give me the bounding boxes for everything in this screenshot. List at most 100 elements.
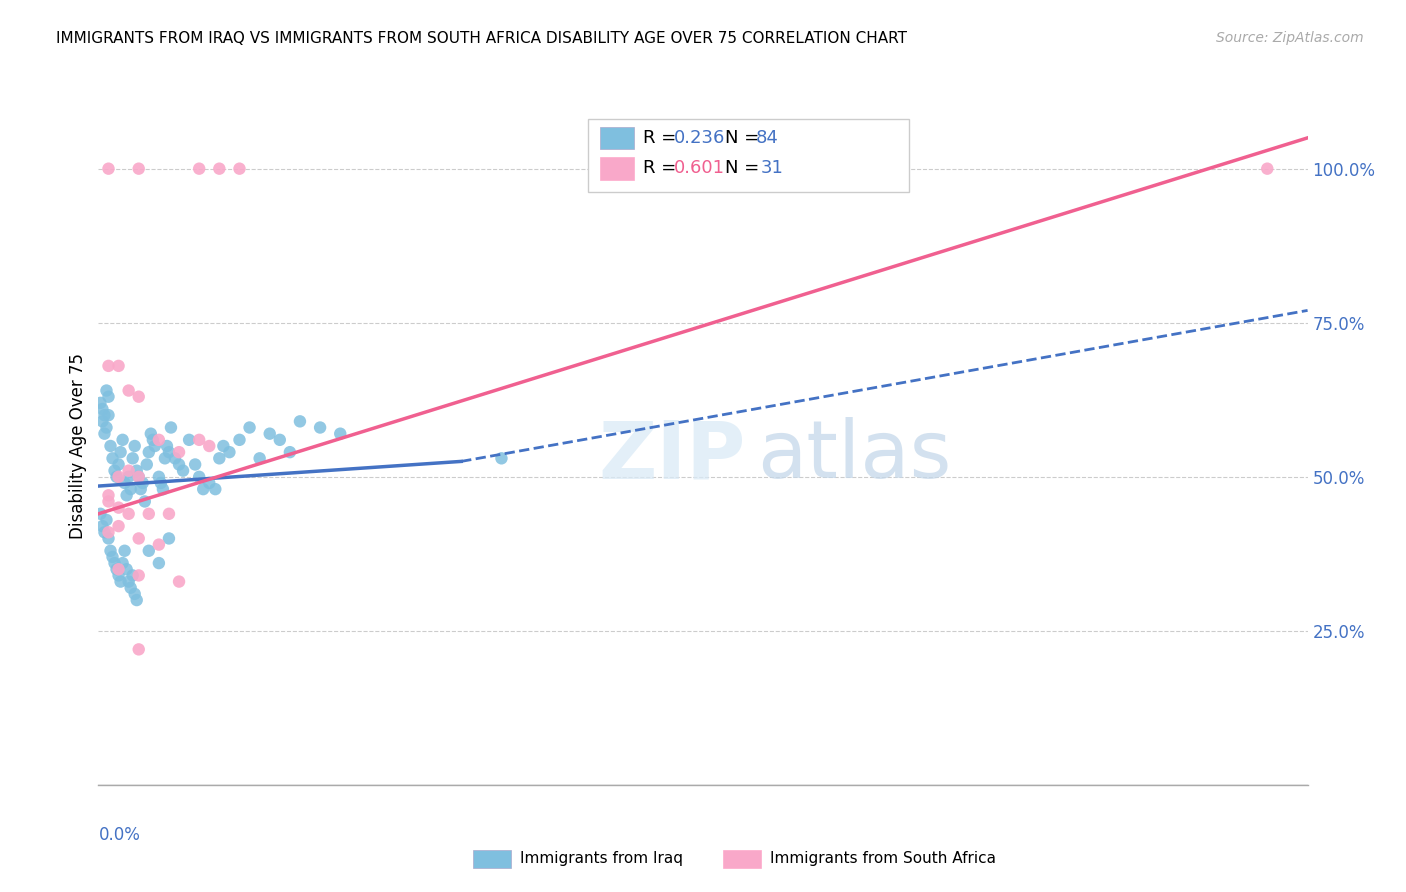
- Point: [97, 532, 120, 546]
- Point: [278, 445, 301, 459]
- Point: [198, 439, 221, 453]
- Point: [153, 451, 176, 466]
- Point: [129, 482, 152, 496]
- Point: [114, 475, 136, 490]
- Bar: [600, 127, 634, 149]
- Point: [157, 532, 180, 546]
- Point: [93, 408, 115, 422]
- Point: [107, 519, 129, 533]
- Point: [208, 451, 231, 466]
- Point: [132, 475, 155, 490]
- Point: [107, 562, 129, 576]
- Point: [135, 458, 157, 472]
- Point: [138, 507, 160, 521]
- Point: [148, 538, 170, 552]
- Point: [118, 470, 141, 484]
- Point: [329, 426, 352, 441]
- Text: 31: 31: [761, 159, 785, 177]
- Point: [143, 439, 166, 453]
- Point: [198, 475, 221, 490]
- Point: [96, 384, 118, 398]
- Point: [93, 525, 115, 540]
- Point: [128, 532, 150, 546]
- Point: [128, 568, 150, 582]
- Point: [118, 464, 141, 478]
- Text: 0.0%: 0.0%: [98, 826, 141, 844]
- Point: [259, 426, 281, 441]
- Point: [118, 574, 141, 589]
- Point: [148, 556, 170, 570]
- Point: [91, 519, 114, 533]
- Point: [148, 433, 170, 447]
- Point: [111, 433, 134, 447]
- Point: [167, 458, 190, 472]
- Point: [89, 396, 111, 410]
- Text: N =: N =: [724, 159, 765, 177]
- Point: [184, 458, 207, 472]
- Point: [156, 439, 179, 453]
- Point: [128, 470, 150, 484]
- Point: [128, 161, 150, 176]
- Point: [96, 420, 118, 434]
- Point: [107, 500, 129, 515]
- Text: atlas: atlas: [758, 417, 952, 495]
- Point: [163, 451, 186, 466]
- Point: [110, 574, 132, 589]
- Point: [107, 359, 129, 373]
- Text: R =: R =: [643, 159, 682, 177]
- Point: [218, 445, 240, 459]
- Point: [125, 593, 148, 607]
- Point: [157, 445, 180, 459]
- Text: 0.236: 0.236: [673, 128, 725, 146]
- Point: [128, 390, 150, 404]
- Point: [103, 464, 125, 478]
- Text: Immigrants from Iraq: Immigrants from Iraq: [520, 852, 683, 866]
- Text: Source: ZipAtlas.com: Source: ZipAtlas.com: [1216, 31, 1364, 45]
- Point: [269, 433, 291, 447]
- Point: [208, 161, 231, 176]
- Point: [93, 426, 115, 441]
- Point: [121, 451, 143, 466]
- Point: [110, 445, 132, 459]
- FancyBboxPatch shape: [588, 119, 908, 192]
- Text: ZIP: ZIP: [598, 417, 745, 495]
- Point: [97, 525, 120, 540]
- Point: [97, 488, 120, 502]
- Point: [105, 562, 128, 576]
- Point: [115, 562, 138, 576]
- Point: [97, 494, 120, 508]
- Point: [228, 433, 250, 447]
- Point: [107, 568, 129, 582]
- Point: [249, 451, 271, 466]
- Point: [91, 414, 114, 428]
- Point: [128, 642, 150, 657]
- Point: [120, 482, 142, 496]
- Point: [111, 556, 134, 570]
- Point: [167, 445, 190, 459]
- Point: [193, 482, 215, 496]
- Bar: [600, 157, 634, 179]
- Point: [125, 464, 148, 478]
- Point: [107, 458, 129, 472]
- Point: [160, 420, 183, 434]
- Text: N =: N =: [724, 128, 765, 146]
- Text: R =: R =: [643, 128, 682, 146]
- Point: [212, 439, 235, 453]
- Point: [148, 470, 170, 484]
- Point: [138, 445, 160, 459]
- Point: [91, 402, 114, 417]
- Point: [179, 433, 201, 447]
- Point: [118, 384, 141, 398]
- Point: [172, 464, 194, 478]
- Point: [89, 507, 111, 521]
- Point: [115, 488, 138, 502]
- Point: [309, 420, 332, 434]
- Point: [149, 475, 172, 490]
- Point: [1256, 161, 1278, 176]
- Point: [97, 161, 120, 176]
- Point: [96, 513, 118, 527]
- Point: [114, 543, 136, 558]
- Point: [120, 581, 142, 595]
- Point: [124, 439, 146, 453]
- Point: [139, 426, 162, 441]
